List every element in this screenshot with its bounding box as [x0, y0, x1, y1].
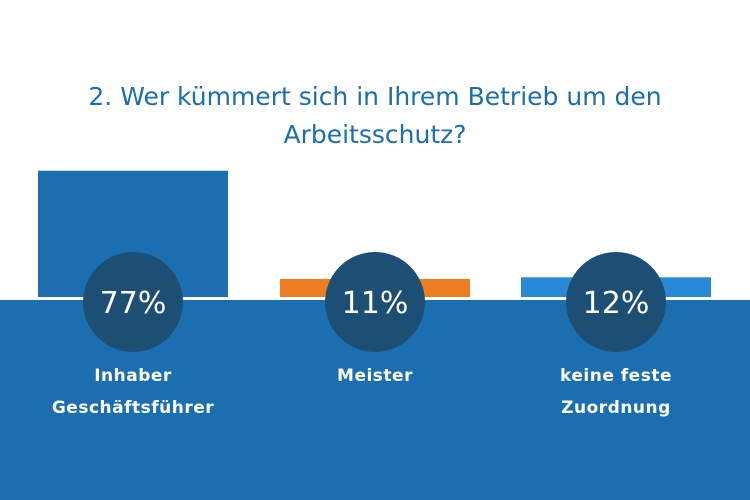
chart-title-line-1: 2. Wer kümmert sich in Ihrem Betrieb um …	[88, 82, 662, 111]
chart-title: 2. Wer kümmert sich in Ihrem Betrieb um …	[0, 78, 750, 154]
value-circle-2	[566, 252, 666, 352]
value-label-0: 77%	[100, 286, 167, 321]
value-label-1: 11%	[342, 286, 409, 321]
chart-title-line-2: Arbeitsschutz?	[283, 120, 467, 149]
value-label-2: 12%	[583, 286, 650, 321]
value-circle-0	[83, 252, 183, 352]
value-circle-1	[325, 252, 425, 352]
category-label-2-1: Zuordnung	[561, 398, 671, 418]
category-label-2-0: keine feste	[560, 366, 672, 386]
category-label-1-0: Meister	[337, 366, 413, 386]
category-label-0-0: Inhaber	[94, 366, 172, 386]
category-label-0-1: Geschäftsführer	[52, 398, 214, 418]
